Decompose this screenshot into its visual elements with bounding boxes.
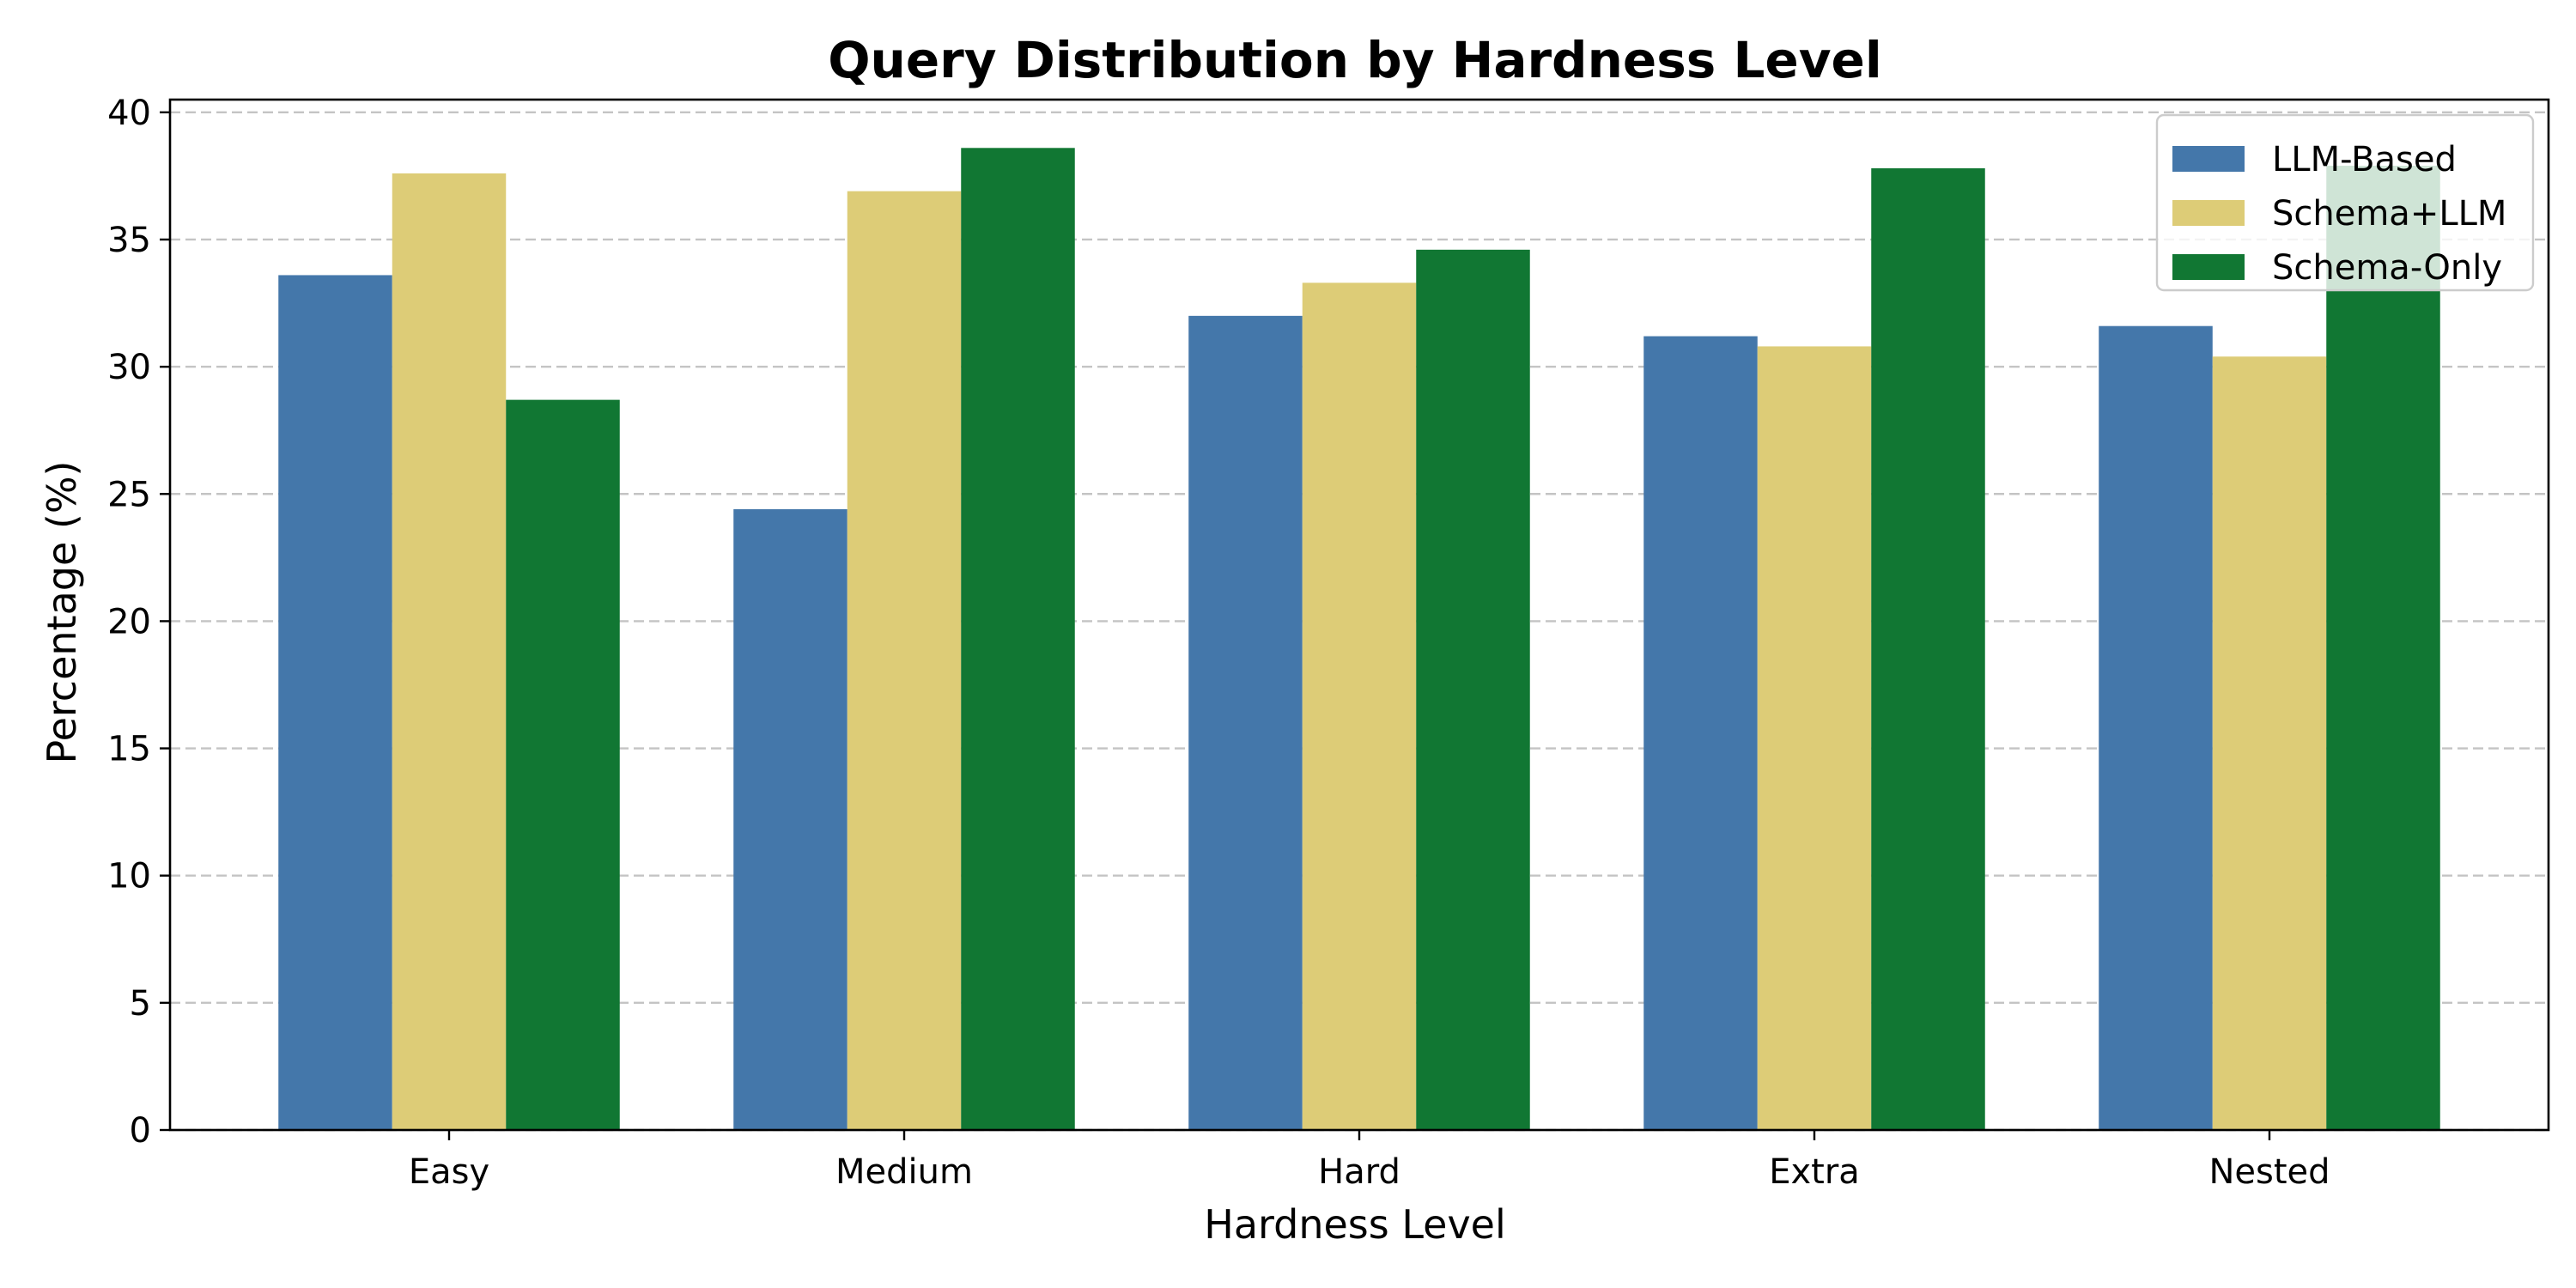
bar-schema-llm-hard — [1302, 283, 1417, 1130]
y-tick-label: 0 — [130, 1111, 151, 1151]
legend-label: Schema-Only — [2272, 248, 2502, 288]
bar-schema-llm-easy — [392, 173, 507, 1131]
bars-layer — [278, 148, 2440, 1131]
bar-schema-only-medium — [961, 148, 1075, 1131]
legend-swatch — [2172, 200, 2245, 226]
x-tick-label: Hard — [1318, 1152, 1400, 1192]
y-tick-label: 40 — [107, 94, 151, 133]
bar-schema-only-extra — [1871, 168, 1985, 1130]
bar-schema-only-nested — [2326, 166, 2440, 1131]
bar-schema-only-hard — [1416, 249, 1530, 1130]
y-tick-label: 10 — [107, 857, 151, 896]
bar-llm-based-hard — [1188, 315, 1303, 1131]
x-axis-label: Hardness Level — [1204, 1201, 1506, 1248]
legend-label: Schema+LLM — [2272, 194, 2506, 234]
bar-schema-llm-nested — [2212, 356, 2327, 1130]
legend: LLM-Based Schema+LLM Schema-Only — [2155, 113, 2535, 292]
y-tick-label: 15 — [107, 730, 151, 769]
x-tick-label: Easy — [409, 1152, 489, 1192]
legend-label: LLM-Based — [2272, 140, 2457, 179]
y-axis-label: Percentage (%) — [39, 461, 85, 764]
y-tick-label: 25 — [107, 475, 151, 514]
y-tick-label: 35 — [107, 221, 151, 260]
axes-layer: 0 5 10 15 20 25 30 35 40 Easy Medium Hard Extra Neste… — [107, 94, 2550, 1192]
bar-schema-llm-medium — [847, 191, 962, 1131]
bar-llm-based-easy — [278, 275, 392, 1130]
legend-swatch — [2172, 146, 2245, 172]
bar-llm-based-extra — [1643, 336, 1758, 1130]
bar-schema-llm-extra — [1757, 346, 1872, 1130]
y-tick-label: 20 — [107, 602, 151, 641]
y-tick-label: 5 — [130, 984, 151, 1024]
legend-swatch — [2172, 254, 2245, 280]
bar-llm-based-medium — [733, 509, 848, 1130]
bar-llm-based-nested — [2099, 325, 2213, 1130]
chart-title: Query Distribution by Hardness Level — [828, 31, 1882, 89]
legend-box — [2155, 113, 2535, 292]
bar-schema-only-easy — [506, 399, 620, 1130]
x-tick-label: Extra — [1769, 1152, 1860, 1192]
y-tick-label: 30 — [107, 348, 151, 387]
x-tick-label: Medium — [835, 1152, 973, 1192]
x-tick-label: Nested — [2208, 1152, 2330, 1192]
